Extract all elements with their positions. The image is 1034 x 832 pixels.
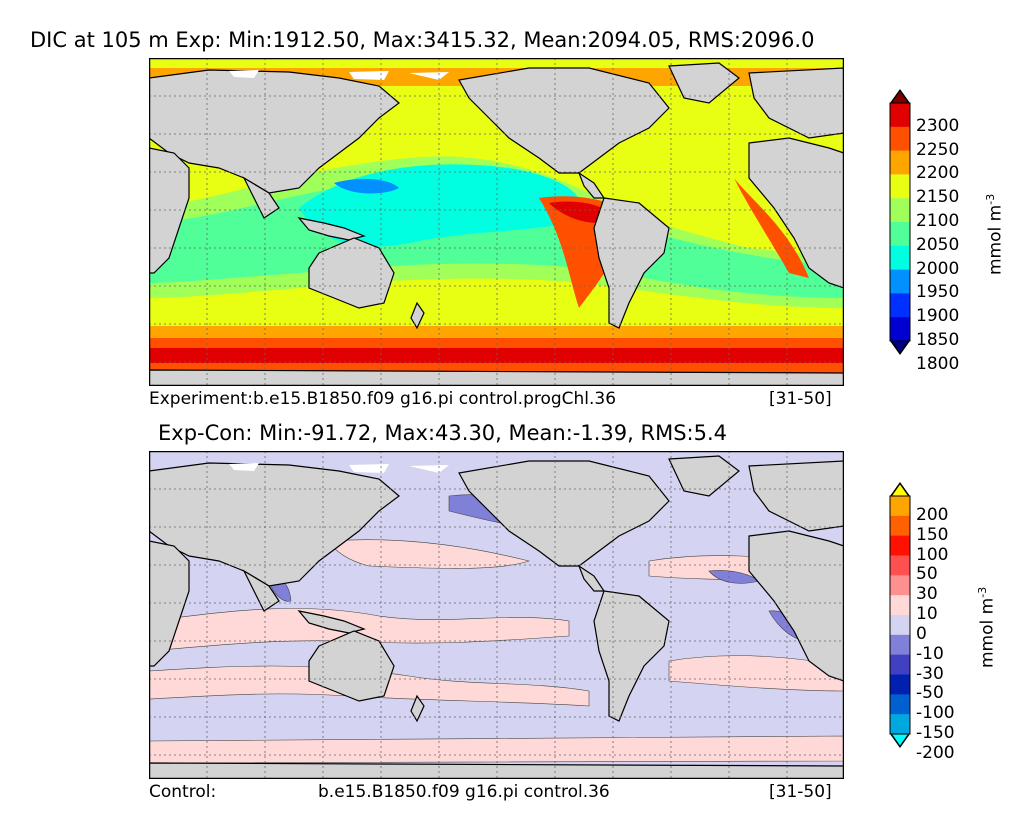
map-frame — [149, 58, 844, 386]
bottom-colorbar — [889, 482, 911, 748]
colorbar-tick-label: 200 — [916, 504, 949, 525]
anomaly-positive — [328, 539, 531, 569]
colorbar-segment — [890, 595, 910, 616]
colorbar-segment — [890, 694, 910, 715]
bottom-caption-mid: b.e15.B1850.f09 g16.pi control.36 — [318, 782, 610, 802]
colorbar-tick-label: 1800 — [916, 353, 960, 374]
colorbar-segment — [890, 714, 910, 735]
top-map-title: DIC at 105 m Exp: Min:1912.50, Max:3415.… — [30, 28, 815, 52]
colorbar-tick-label: -30 — [916, 663, 944, 684]
anomaly-positive — [149, 735, 844, 764]
colorbar-tick-label: 10 — [916, 604, 938, 624]
colorbar-segment — [890, 245, 910, 271]
colorbar-segment — [890, 654, 910, 675]
anomaly-positive — [668, 655, 844, 692]
bottom-caption-left: Control: — [149, 782, 217, 802]
colorbar-extend-max-fill — [892, 91, 908, 103]
colorbar-tick-label: -150 — [916, 723, 955, 743]
colorbar-segment — [890, 126, 910, 152]
colorbar-tick-label: 50 — [916, 564, 938, 585]
colorbar-tick-label: 1900 — [916, 306, 960, 327]
colorbar-extend-max-fill — [892, 484, 908, 496]
colorbar-frame — [889, 102, 911, 342]
colorbar-segment — [890, 150, 910, 175]
top-map — [149, 58, 844, 386]
colorbar-tick-label: 100 — [916, 544, 949, 565]
colorbar-tick-label: -200 — [916, 742, 955, 763]
colorbar-segment — [890, 293, 910, 318]
colorbar-segment — [890, 615, 910, 636]
colorbar-segment — [890, 198, 910, 223]
colorbar-segment — [890, 634, 910, 656]
bottom-caption-right: [31-50] — [769, 782, 832, 802]
colorbar-segment — [890, 496, 910, 517]
colorbar-tick-label: -10 — [916, 643, 944, 664]
colorbar-segment — [890, 317, 910, 342]
colorbar-extend-min-fill — [892, 341, 908, 353]
colorbar-tick-label: -100 — [916, 703, 955, 724]
top-caption-right: [31-50] — [769, 389, 832, 409]
top-colorbar-unit: mmol m-3 — [984, 193, 1006, 275]
ocean-band-deep-blue — [334, 178, 399, 194]
colorbar-segment — [890, 674, 910, 695]
colorbar-tick-label: 2100 — [916, 211, 960, 231]
colorbar-segment — [890, 535, 910, 556]
map-frame — [149, 451, 844, 779]
colorbar-segment — [890, 269, 910, 294]
colorbar-tick-label: 2300 — [916, 115, 960, 136]
colorbar-segment — [890, 575, 910, 596]
land — [149, 455, 844, 779]
sea-ice — [229, 463, 449, 473]
bottom-colorbar-unit: mmol m-3 — [976, 586, 998, 668]
gridlines — [149, 58, 844, 386]
colorbar-extend-min-fill — [892, 734, 908, 746]
colorbar-tick-label: 2250 — [916, 139, 960, 160]
colorbar-segment — [890, 103, 910, 128]
colorbar-segment — [890, 174, 910, 199]
colorbar-tick-label: 1950 — [916, 282, 960, 303]
colorbar-segment — [890, 555, 910, 576]
colorbar-segment — [890, 222, 910, 247]
colorbar-tick-label: 2200 — [916, 163, 960, 184]
colorbar-tick-label: 2000 — [916, 258, 960, 279]
colorbar-tick-label: 30 — [916, 584, 938, 605]
colorbar-segment — [890, 515, 910, 537]
top-colorbar — [889, 89, 911, 355]
colorbar-tick-label: 2150 — [916, 187, 960, 208]
top-caption-left: Experiment:b.e15.B1850.f09 g16.pi contro… — [149, 389, 617, 409]
sea-ice — [229, 70, 449, 80]
bottom-map-title: Exp-Con: Min:-91.72, Max:43.30, Mean:-1.… — [158, 421, 728, 445]
colorbar-tick-label: -50 — [916, 683, 944, 704]
colorbar-tick-label: 2050 — [916, 234, 960, 255]
gridlines — [149, 451, 844, 779]
benguela-upwelling — [734, 178, 809, 278]
colorbar-tick-label: 0 — [916, 623, 927, 644]
bottom-map — [149, 451, 844, 779]
colorbar-frame — [889, 495, 911, 735]
colorbar-tick-label: 150 — [916, 524, 949, 545]
colorbar-tick-label: 1850 — [916, 330, 960, 350]
